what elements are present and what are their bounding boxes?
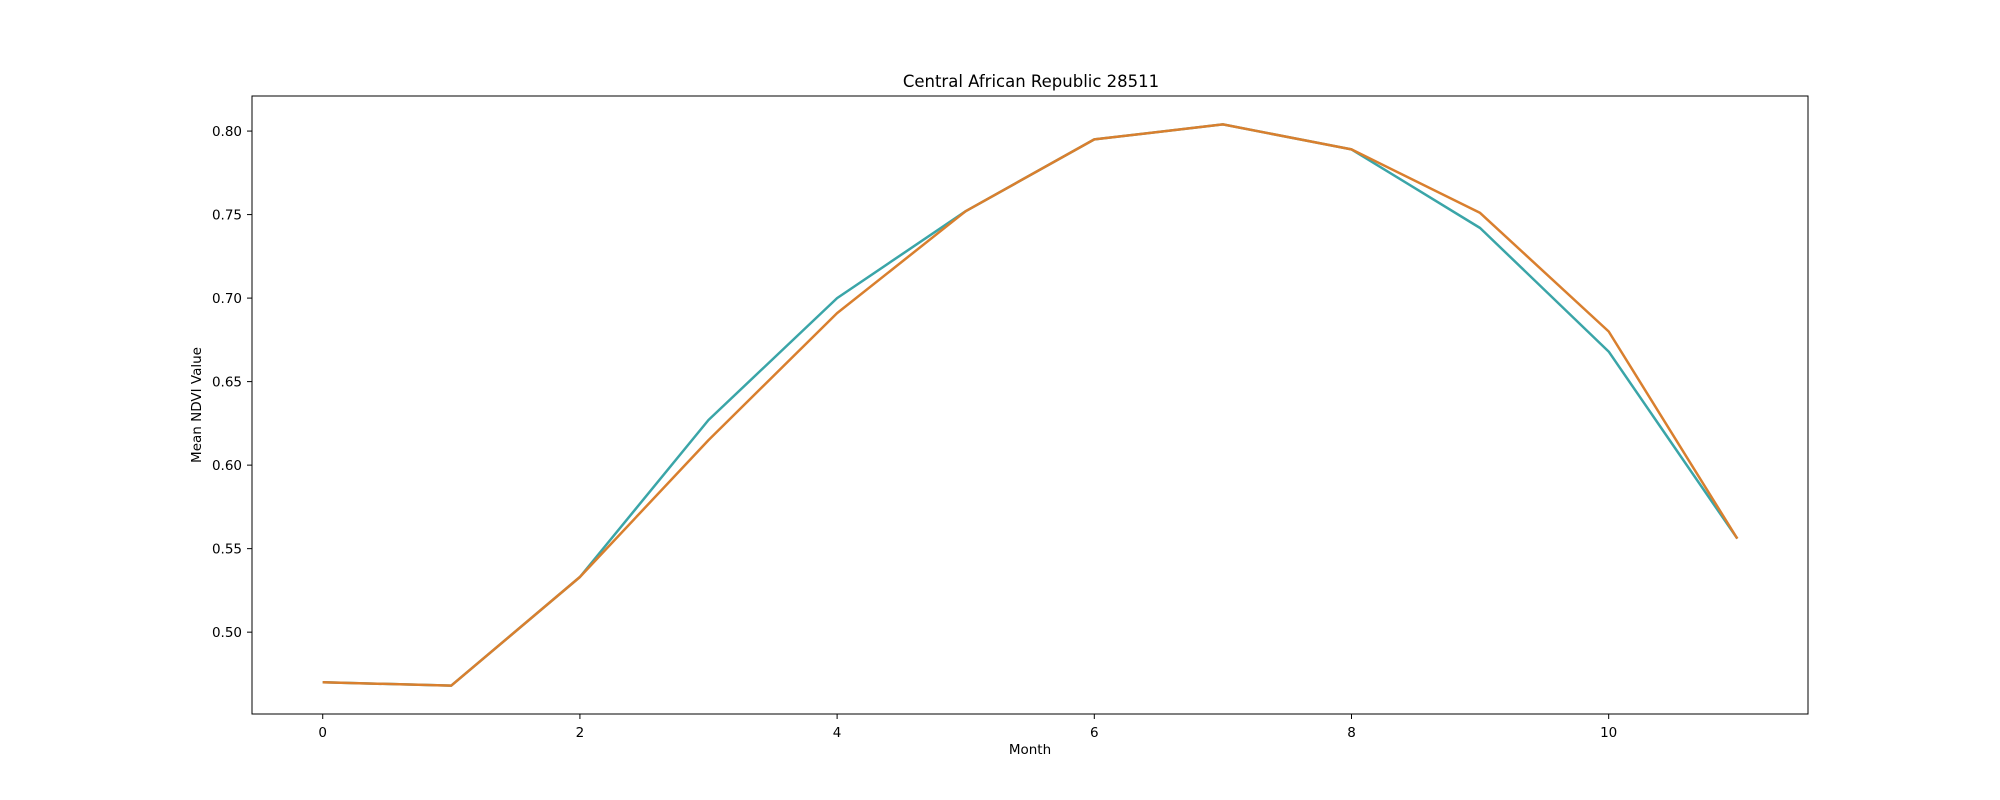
y-tick-label: 0.50: [212, 625, 242, 641]
series-line-1: [322, 123, 1739, 687]
x-tick-label: 10: [1600, 725, 1617, 741]
x-axis-ticks: 0 2 4 6 8 10: [318, 714, 1617, 741]
x-tick-label: 6: [1090, 725, 1099, 741]
x-tick-label: 0: [318, 725, 327, 741]
y-tick-label: 0.70: [212, 291, 242, 307]
series-line-2: [322, 123, 1739, 687]
x-tick-label: 4: [833, 725, 842, 741]
y-tick-label: 0.55: [212, 542, 242, 558]
y-axis-label: Mean NDVI Value: [189, 347, 205, 463]
y-tick-label: 0.60: [212, 458, 242, 474]
x-axis-label: Month: [1009, 742, 1051, 758]
chart-title: Central African Republic 28511: [903, 72, 1159, 91]
x-tick-label: 2: [576, 725, 585, 741]
plot-lines: [322, 123, 1739, 687]
plot-frame: [251, 95, 1809, 715]
x-tick-label: 8: [1347, 725, 1356, 741]
y-tick-label: 0.80: [212, 124, 242, 140]
y-axis-ticks: 0.50 0.55 0.60 0.65 0.70 0.75 0.80: [212, 124, 252, 641]
y-tick-label: 0.75: [212, 208, 242, 224]
y-tick-label: 0.65: [212, 375, 242, 391]
